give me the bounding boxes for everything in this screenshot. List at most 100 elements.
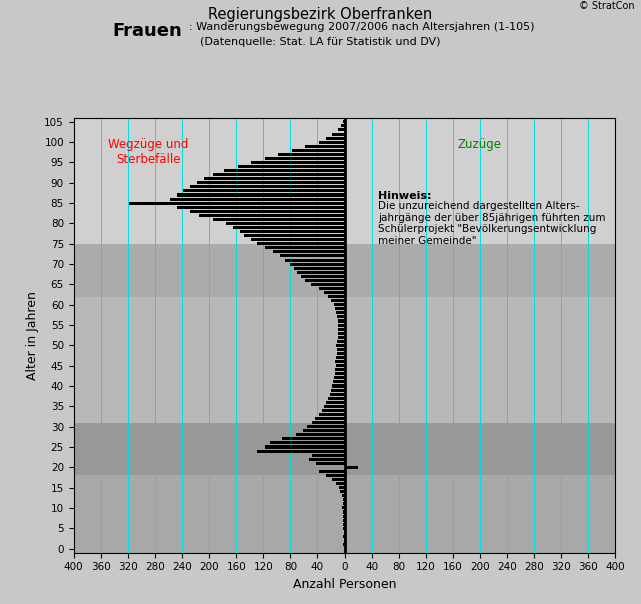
Bar [190, 210, 345, 213]
Bar [342, 494, 345, 497]
Bar [274, 251, 345, 254]
Bar [305, 145, 345, 148]
Y-axis label: Alter in Jahren: Alter in Jahren [26, 291, 38, 380]
Bar [74, 423, 615, 475]
Bar [342, 498, 345, 501]
Bar [244, 234, 345, 237]
Bar [177, 206, 345, 209]
Bar [335, 307, 345, 310]
Bar [344, 531, 345, 534]
Bar [322, 409, 345, 412]
Bar [265, 157, 345, 160]
Bar [296, 433, 345, 436]
Bar [332, 132, 345, 135]
Bar [337, 344, 345, 347]
Bar [343, 522, 345, 525]
Bar [190, 185, 345, 188]
Bar [129, 202, 345, 205]
Bar [312, 421, 345, 424]
Bar [256, 242, 345, 245]
Bar [331, 388, 345, 391]
Text: Hinweis:: Hinweis: [378, 191, 432, 201]
Bar [343, 527, 345, 530]
Bar [251, 238, 345, 241]
Bar [335, 360, 345, 363]
Bar [336, 364, 345, 367]
Bar [282, 437, 345, 440]
Bar [343, 535, 345, 538]
Bar [256, 449, 345, 452]
Bar [342, 506, 345, 510]
Bar [344, 539, 345, 542]
Bar [334, 303, 345, 306]
Bar [345, 466, 358, 469]
Bar [337, 315, 345, 318]
Bar [74, 244, 615, 297]
Bar [177, 193, 345, 196]
Bar [301, 275, 345, 278]
Bar [337, 352, 345, 355]
Bar [74, 118, 615, 244]
X-axis label: Anzahl Personen: Anzahl Personen [293, 578, 396, 591]
Bar [324, 291, 345, 294]
Bar [265, 246, 345, 249]
Bar [332, 478, 345, 481]
Bar [338, 332, 345, 335]
Bar [335, 368, 345, 371]
Bar [213, 218, 345, 221]
Bar [319, 470, 345, 473]
Bar [265, 446, 345, 449]
Text: © StratCon: © StratCon [579, 1, 635, 11]
Text: : Wanderungsbewegung 2007/2006 nach Altersjahren (1-105): : Wanderungsbewegung 2007/2006 nach Alte… [189, 22, 535, 33]
Bar [251, 161, 345, 164]
Bar [290, 263, 345, 266]
Text: Regierungsbezirk Oberfranken: Regierungsbezirk Oberfranken [208, 7, 433, 22]
Bar [337, 356, 345, 359]
Bar [343, 519, 345, 522]
Bar [170, 198, 345, 201]
Bar [333, 381, 345, 384]
Bar [238, 165, 345, 168]
Bar [343, 543, 345, 546]
Bar [197, 181, 345, 184]
Bar [183, 190, 345, 193]
Bar [324, 405, 345, 408]
Bar [326, 474, 345, 477]
Bar [337, 482, 345, 485]
Bar [337, 311, 345, 315]
Bar [213, 173, 345, 176]
Bar [319, 141, 345, 144]
Bar [278, 153, 345, 156]
Bar [74, 475, 615, 553]
Bar [310, 458, 345, 461]
Bar [224, 169, 345, 172]
Bar [319, 413, 345, 416]
Bar [233, 226, 345, 229]
Bar [338, 129, 345, 132]
Bar [342, 515, 345, 518]
Text: Zuzüge: Zuzüge [458, 138, 502, 151]
Bar [334, 376, 345, 379]
Bar [338, 336, 345, 339]
Bar [204, 177, 345, 180]
Bar [292, 149, 345, 152]
Bar [294, 266, 345, 269]
Bar [199, 214, 345, 217]
Bar [297, 271, 345, 274]
Bar [337, 340, 345, 343]
Bar [240, 230, 345, 233]
Text: Die unzureichend dargestellten Alters-
jahrgänge der über 85jährigen führten zum: Die unzureichend dargestellten Alters- j… [378, 201, 606, 246]
Text: (Datenquelle: Stat. LA für Statistik und DV): (Datenquelle: Stat. LA für Statistik und… [200, 37, 441, 48]
Bar [311, 283, 345, 286]
Bar [316, 461, 345, 464]
Bar [315, 417, 345, 420]
Bar [285, 259, 345, 262]
Bar [74, 297, 615, 423]
Bar [338, 324, 345, 327]
Bar [307, 425, 345, 428]
Bar [343, 120, 345, 123]
Bar [280, 254, 345, 257]
Bar [303, 429, 345, 432]
Bar [338, 320, 345, 323]
Bar [332, 385, 345, 388]
